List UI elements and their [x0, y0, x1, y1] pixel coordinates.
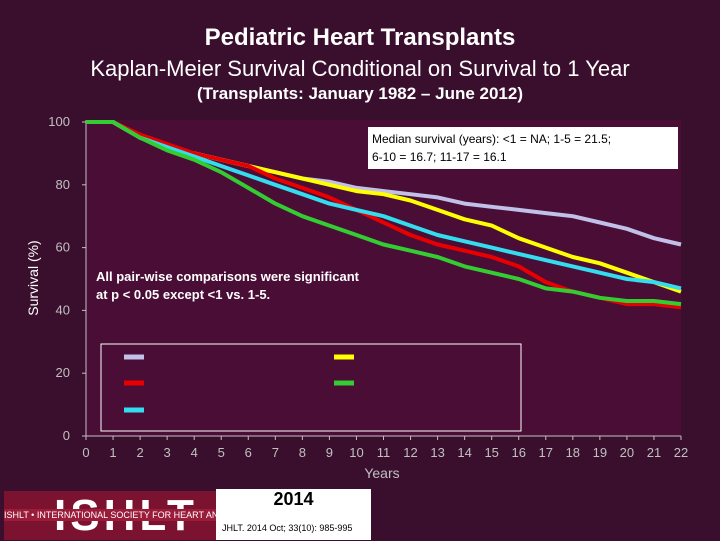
x-tick-label: 8: [299, 445, 306, 460]
x-tick-label: 18: [566, 445, 580, 460]
y-tick-label: 60: [56, 240, 70, 255]
x-tick-label: 7: [272, 445, 279, 460]
citation-text: JHLT. 2014 Oct; 33(10): 985-995: [222, 523, 353, 533]
median-note-box: [368, 127, 678, 169]
annotation-line2: at p < 0.05 except <1 vs. 1-5.: [96, 287, 270, 302]
x-tick-label: 13: [430, 445, 444, 460]
x-tick-label: 12: [403, 445, 417, 460]
x-tick-label: 3: [164, 445, 171, 460]
x-tick-label: 10: [349, 445, 363, 460]
x-tick-label: 5: [218, 445, 225, 460]
series-group: [86, 120, 682, 310]
x-axis-label: Years: [364, 465, 399, 481]
y-tick-label: 40: [56, 302, 70, 317]
axes-group: 0 1 2 3 4 5 6 7 8 9 10 11 12 13 14 15 16 17 18 19 20 21 220204…: [48, 114, 688, 460]
chart-title: Pediatric Heart Transplants: [204, 24, 516, 51]
x-tick-label: 9: [326, 445, 333, 460]
legend-swatches: [124, 354, 354, 413]
y-tick-label: 20: [56, 365, 70, 380]
median-note-line1: Median survival (years): <1 = NA; 1-5 = …: [372, 132, 611, 146]
x-tick-label: 14: [457, 445, 471, 460]
legend-box: [100, 343, 522, 432]
x-tick-label: 17: [539, 445, 553, 460]
x-tick-label: 4: [191, 445, 198, 460]
x-tick-label: 6: [245, 445, 252, 460]
x-tick-label: 0: [82, 445, 89, 460]
y-tick-label: 100: [48, 114, 70, 129]
citation-year: 2014: [273, 489, 314, 509]
series-line-5: [86, 120, 682, 307]
series-line-4: [86, 120, 682, 291]
citation-box: 2014 JHLT. 2014 Oct; 33(10): 985-995: [216, 489, 371, 540]
x-tick-label: 16: [511, 445, 525, 460]
x-tick-label: 22: [674, 445, 688, 460]
x-tick-label: 1: [109, 445, 116, 460]
y-axis-label: Survival (%): [25, 240, 41, 315]
x-tick-label: 2: [136, 445, 143, 460]
x-tick-label: 20: [620, 445, 634, 460]
x-tick-label: 19: [593, 445, 607, 460]
y-tick-label: 0: [63, 428, 70, 443]
x-tick-label: 21: [647, 445, 661, 460]
annotation-line1: All pair-wise comparisons were significa…: [96, 269, 360, 284]
chart-date-range: (Transplants: January 1982 – June 2012): [197, 84, 523, 103]
x-tick-label: 15: [484, 445, 498, 460]
chart-subtitle: Kaplan-Meier Survival Conditional on Sur…: [90, 56, 630, 81]
median-note-line2: 6-10 = 16.7; 11-17 = 16.1: [372, 150, 507, 164]
x-tick-label: 11: [377, 445, 391, 460]
y-tick-label: 80: [56, 177, 70, 192]
